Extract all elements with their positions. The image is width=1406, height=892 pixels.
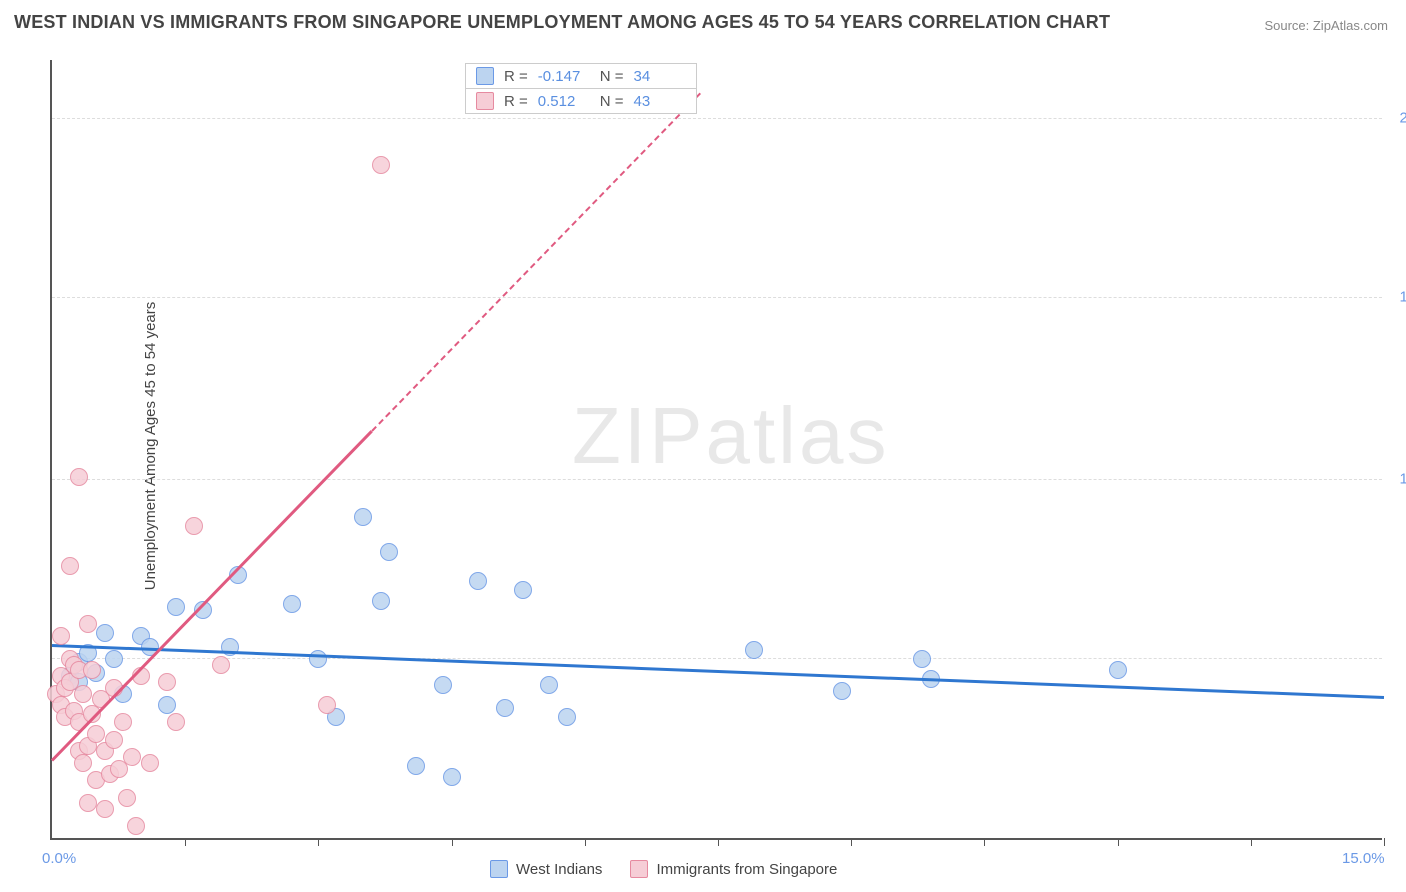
data-point [407,757,425,775]
data-point [380,543,398,561]
r-label: R = [504,68,528,85]
grid-line [52,297,1382,298]
data-point [74,754,92,772]
x-tick [1251,838,1252,846]
data-point [105,650,123,668]
stats-legend-row: R = -0.147 N = 34 [465,63,697,89]
data-point [96,800,114,818]
data-point [127,817,145,835]
data-point [87,725,105,743]
stats-legend-row: R = 0.512 N = 43 [465,89,697,114]
x-tick [318,838,319,846]
data-point [212,656,230,674]
source-label: Source: ZipAtlas.com [1264,18,1388,33]
data-point [514,581,532,599]
n-label: N = [600,93,624,110]
grid-line [52,658,1382,659]
data-point [372,592,390,610]
r-value: -0.147 [538,68,590,85]
x-tick [452,838,453,846]
n-value: 43 [634,93,686,110]
legend-label: Immigrants from Singapore [656,861,837,878]
legend-swatch [476,92,494,110]
data-point [74,685,92,703]
data-point [372,156,390,174]
data-point [913,650,931,668]
data-point [354,508,372,526]
data-point [105,731,123,749]
data-point [70,468,88,486]
grid-line [52,479,1382,480]
data-point [118,789,136,807]
legend-label: West Indians [516,861,602,878]
data-point [434,676,452,694]
data-point [114,713,132,731]
data-point [558,708,576,726]
x-tick [585,838,586,846]
trend-line [52,644,1384,699]
data-point [79,794,97,812]
grid-line [52,118,1382,119]
x-tick [851,838,852,846]
data-point [61,557,79,575]
data-point [443,768,461,786]
data-point [309,650,327,668]
x-tick [1384,838,1385,846]
legend-swatch [630,860,648,878]
legend-item: Immigrants from Singapore [630,860,837,878]
n-label: N = [600,68,624,85]
data-point [283,595,301,613]
watermark: ZIPatlas [572,390,889,482]
data-point [167,713,185,731]
data-point [540,676,558,694]
data-point [83,661,101,679]
data-point [496,699,514,717]
legend-swatch [490,860,508,878]
legend-item: West Indians [490,860,602,878]
data-point [52,627,70,645]
chart-title: WEST INDIAN VS IMMIGRANTS FROM SINGAPORE… [14,12,1110,33]
data-point [79,615,97,633]
y-tick-label: 25.0% [1399,109,1406,126]
data-point [123,748,141,766]
n-value: 34 [634,68,686,85]
data-point [96,624,114,642]
watermark-part2: atlas [705,391,889,480]
data-point [158,673,176,691]
data-point [745,641,763,659]
trend-line-dashed [371,92,701,431]
scatter-plot: ZIPatlas 6.3%12.5%18.8%25.0%0.0%15.0% [50,60,1382,840]
x-tick [984,838,985,846]
r-label: R = [504,93,528,110]
x-end-label: 15.0% [1342,850,1385,867]
data-point [833,682,851,700]
r-value: 0.512 [538,93,590,110]
watermark-part1: ZIP [572,391,705,480]
data-point [318,696,336,714]
legend-swatch [476,67,494,85]
data-point [141,754,159,772]
x-tick [1118,838,1119,846]
x-tick [718,838,719,846]
x-origin-label: 0.0% [42,850,76,867]
x-tick [185,838,186,846]
y-tick-label: 18.8% [1399,288,1406,305]
stats-legend: R = -0.147 N = 34 R = 0.512 N = 43 [465,63,697,114]
y-tick-label: 12.5% [1399,470,1406,487]
series-legend: West Indians Immigrants from Singapore [490,860,837,878]
data-point [158,696,176,714]
data-point [185,517,203,535]
data-point [469,572,487,590]
data-point [1109,661,1127,679]
data-point [167,598,185,616]
